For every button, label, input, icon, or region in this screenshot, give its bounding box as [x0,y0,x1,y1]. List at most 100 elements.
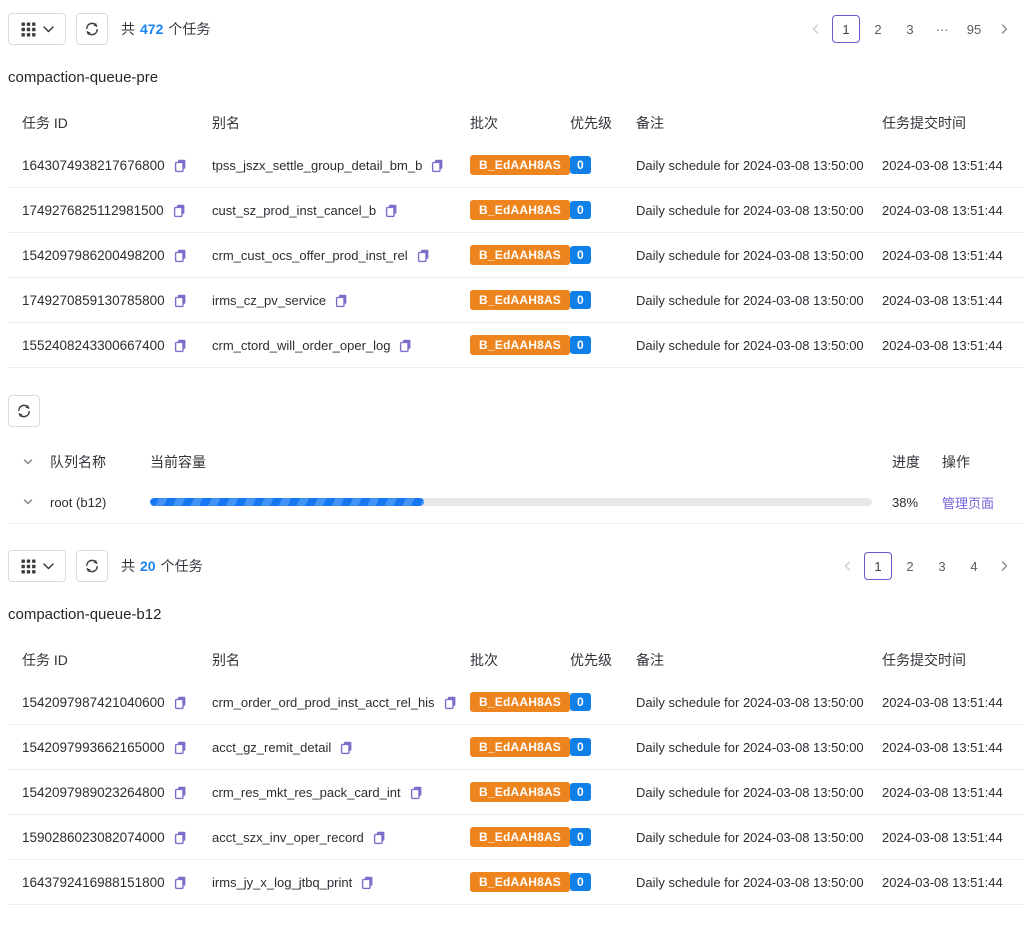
chevron-down-icon [42,562,54,570]
task-submit-time: 2024-03-08 13:51:44 [882,874,1003,890]
table-row: 1643792416988151800 irms_jy_x_log_jtbq_p… [8,860,1024,905]
copy-icon[interactable] [443,695,458,710]
pagination-pre: 1 2 3 ··· 95 [804,15,1016,43]
queue-collapse-toggle[interactable] [22,496,50,508]
table-row: 1542097986200498200 crm_cust_ocs_offer_p… [8,233,1024,278]
task-alias: acct_szx_inv_oper_record [212,829,364,845]
progress-percent: 38% [892,494,919,510]
table-row: 1542097989023264800 crm_res_mkt_res_pack… [8,770,1024,815]
table-header-row: 任务 ID 别名 批次 优先级 备注 任务提交时间 [8,640,1024,680]
total-suffix: 个任务 [168,21,211,37]
col-header-task-id: 任务 ID [22,652,68,668]
batch-badge: B_EdAAH8AS [470,872,571,892]
page-button-95[interactable]: 95 [966,21,982,37]
copy-icon[interactable] [173,158,188,173]
task-alias: crm_ctord_will_order_oper_log [212,337,391,353]
task-remark: Daily schedule for 2024-03-08 13:50:00 [636,784,864,800]
refresh-icon [84,21,100,37]
copy-icon[interactable] [339,740,354,755]
table-header-row: 任务 ID 别名 批次 优先级 备注 任务提交时间 [8,103,1024,143]
task-submit-time: 2024-03-08 13:51:44 [882,202,1003,218]
task-alias: crm_res_mkt_res_pack_card_int [212,784,401,800]
table-row: 1590286023082074000 acct_szx_inv_oper_re… [8,815,1024,860]
task-remark: Daily schedule for 2024-03-08 13:50:00 [636,874,864,890]
batch-badge: B_EdAAH8AS [470,827,571,847]
task-submit-time: 2024-03-08 13:51:44 [882,739,1003,755]
task-submit-time: 2024-03-08 13:51:44 [882,784,1003,800]
task-alias: crm_cust_ocs_offer_prod_inst_rel [212,247,408,263]
total-prefix: 共 [121,21,135,37]
copy-icon[interactable] [430,158,445,173]
page-button-3[interactable]: 3 [906,21,914,37]
refresh-button[interactable] [76,550,108,582]
view-options-dropdown-button[interactable] [8,550,66,582]
page-button-1[interactable]: 1 [832,15,860,43]
page-button-2[interactable]: 2 [874,21,882,37]
col-header-progress: 进度 [892,454,920,470]
task-id: 1643792416988151800 [22,874,165,890]
task-remark: Daily schedule for 2024-03-08 13:50:00 [636,202,864,218]
section-compaction-queue-b12: 共 20 个任务 1 2 3 4 compaction-queue-b12 任务… [0,550,1032,905]
task-alias: tpss_jszx_settle_group_detail_bm_b [212,157,423,173]
task-id: 1643074938217676800 [22,157,165,173]
table-row: 1643074938217676800 tpss_jszx_settle_gro… [8,143,1024,188]
priority-badge: 0 [570,336,591,354]
page-button-2[interactable]: 2 [906,558,914,574]
collapse-all-toggle[interactable] [22,456,50,468]
task-table-pre: 任务 ID 别名 批次 优先级 备注 任务提交时间 16430749382176… [8,103,1024,368]
refresh-button[interactable] [76,13,108,45]
queue-row-root-b12: root (b12) 38% 管理页面 [8,481,1024,524]
task-id: 1542097989023264800 [22,784,165,800]
chevron-right-icon[interactable] [992,15,1016,43]
page-button-3[interactable]: 3 [938,558,946,574]
copy-icon[interactable] [173,695,188,710]
col-header-capacity: 当前容量 [150,454,206,470]
task-table-b12: 任务 ID 别名 批次 优先级 备注 任务提交时间 15420979874210… [8,640,1024,905]
copy-icon[interactable] [360,875,375,890]
copy-icon[interactable] [173,338,188,353]
chevron-left-icon[interactable] [804,15,828,43]
refresh-button[interactable] [8,395,40,427]
refresh-icon [16,403,32,419]
task-id: 1542097987421040600 [22,694,165,710]
task-submit-time: 2024-03-08 13:51:44 [882,337,1003,353]
copy-icon[interactable] [398,338,413,353]
pagination-b12: 1 2 3 4 [836,552,1016,580]
capacity-progress-fill [150,498,425,506]
priority-badge: 0 [570,246,591,264]
view-options-dropdown-button[interactable] [8,13,66,45]
task-remark: Daily schedule for 2024-03-08 13:50:00 [636,739,864,755]
task-submit-time: 2024-03-08 13:51:44 [882,829,1003,845]
copy-icon[interactable] [173,740,188,755]
chevron-right-icon[interactable] [992,552,1016,580]
toolbar-pre: 共 472 个任务 1 2 3 ··· 95 [8,13,1024,45]
page-button-1[interactable]: 1 [864,552,892,580]
task-submit-time: 2024-03-08 13:51:44 [882,292,1003,308]
col-header-alias: 别名 [212,115,240,131]
copy-icon[interactable] [173,785,188,800]
copy-icon[interactable] [172,203,187,218]
page-ellipsis[interactable]: ··· [935,21,949,37]
copy-icon[interactable] [173,830,188,845]
priority-badge: 0 [570,873,591,891]
manage-page-link[interactable]: 管理页面 [942,495,995,511]
copy-icon[interactable] [334,293,349,308]
section-compaction-queue-pre: 共 472 个任务 1 2 3 ··· 95 compaction-queue-… [0,13,1032,368]
col-header-batch: 批次 [470,652,498,668]
copy-icon[interactable] [173,293,188,308]
task-alias: crm_order_ord_prod_inst_acct_rel_his [212,694,435,710]
task-alias: irms_cz_pv_service [212,292,327,308]
copy-icon[interactable] [384,203,399,218]
priority-badge: 0 [570,783,591,801]
chevron-left-icon[interactable] [836,552,860,580]
copy-icon[interactable] [372,830,387,845]
col-header-submit-time: 任务提交时间 [882,115,966,131]
section-queue-capacity: 队列名称 当前容量 进度 操作 root (b12) 38% 管理页面 [0,368,1032,524]
task-remark: Daily schedule for 2024-03-08 13:50:00 [636,157,864,173]
page-button-4[interactable]: 4 [970,558,978,574]
task-id: 1749270859130785800 [22,292,165,308]
copy-icon[interactable] [173,875,188,890]
copy-icon[interactable] [409,785,424,800]
copy-icon[interactable] [173,248,188,263]
copy-icon[interactable] [416,248,431,263]
